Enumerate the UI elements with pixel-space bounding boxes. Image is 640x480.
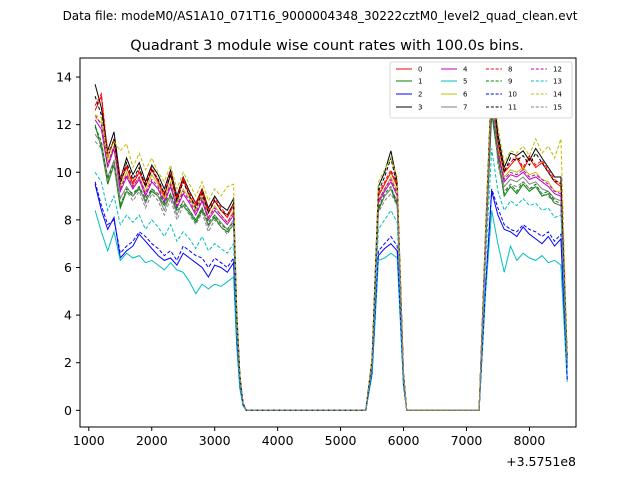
- legend-label-3: 3: [418, 104, 422, 112]
- series-line-9: [94, 110, 568, 411]
- legend-label-8: 8: [508, 66, 512, 74]
- legend-label-7: 7: [463, 104, 467, 112]
- x-tick-label: 6000: [388, 433, 420, 448]
- legend-label-1: 1: [418, 78, 422, 86]
- legend-label-13: 13: [553, 78, 562, 86]
- x-tick-label: 4000: [262, 433, 294, 448]
- legend-frame: [389, 61, 573, 119]
- y-tick-label: 2: [64, 355, 72, 370]
- legend-label-14: 14: [553, 91, 562, 99]
- y-tick-label: 6: [64, 260, 72, 275]
- figure-supertitle: Data file: modeM0/AS1A10_071T16_90000043…: [63, 9, 578, 23]
- series-line-15: [94, 86, 568, 411]
- legend-label-2: 2: [418, 91, 422, 99]
- x-tick-label: 3000: [199, 433, 231, 448]
- y-tick-label: 8: [64, 212, 72, 227]
- legend-label-6: 6: [463, 91, 468, 99]
- y-tick-label: 0: [64, 403, 72, 418]
- series-layer: [94, 74, 568, 411]
- plot-frame: [79, 57, 577, 428]
- legend-label-11: 11: [508, 104, 517, 112]
- y-axis: 0 2 4 6 8 10 12 14: [56, 70, 80, 418]
- legend-label-9: 9: [508, 78, 512, 86]
- x-offset-label: +3.5751e8: [506, 454, 576, 469]
- y-tick-label: 10: [56, 165, 72, 180]
- legend-label-10: 10: [508, 91, 517, 99]
- x-tick-label: 5000: [325, 433, 357, 448]
- x-tick-label: 8000: [514, 433, 546, 448]
- x-axis: 1000 2000 3000 4000 5000 6000 7000 8000: [73, 427, 545, 448]
- x-tick-label: 2000: [136, 433, 168, 448]
- chart-title: Quadrant 3 module wise count rates with …: [130, 38, 524, 54]
- legend-label-5: 5: [463, 78, 467, 86]
- y-tick-label: 4: [64, 308, 72, 323]
- legend-label-0: 0: [418, 66, 422, 74]
- x-tick-label: 1000: [73, 433, 105, 448]
- series-line-11: [94, 76, 568, 411]
- y-tick-label: 14: [56, 70, 72, 85]
- legend-label-12: 12: [553, 66, 562, 74]
- legend-label-15: 15: [553, 104, 562, 112]
- legend-label-4: 4: [463, 66, 468, 74]
- x-tick-label: 7000: [451, 433, 483, 448]
- y-tick-label: 12: [56, 117, 72, 132]
